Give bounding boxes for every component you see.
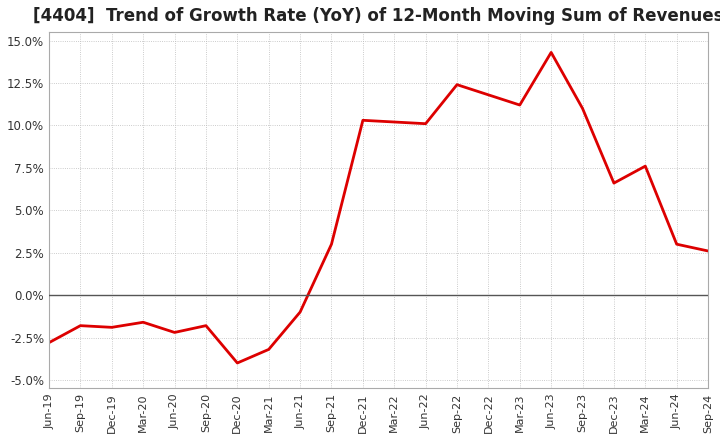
Title: [4404]  Trend of Growth Rate (YoY) of 12-Month Moving Sum of Revenues: [4404] Trend of Growth Rate (YoY) of 12-… [33,7,720,25]
